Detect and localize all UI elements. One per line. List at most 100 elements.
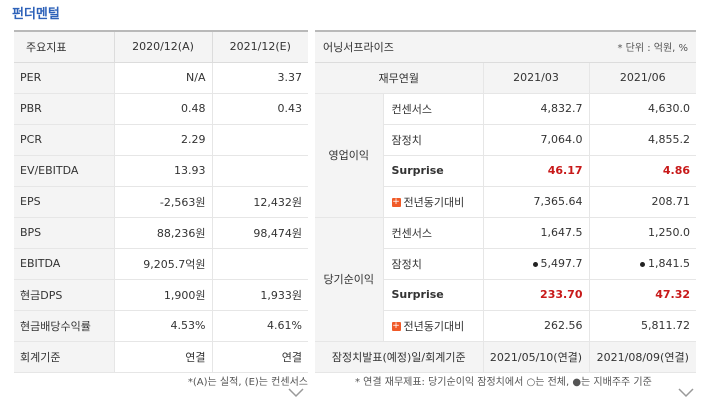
cell-value: 4,630.0 <box>588 93 697 125</box>
cell-value: 4,855.2 <box>588 124 697 156</box>
column-header-2020: 2020/12(A) <box>113 30 212 63</box>
announce-date-label: 잠정치발표(예정)일/회계기준 <box>315 341 483 373</box>
sub-header-2021-06: 2021/06 <box>588 62 697 94</box>
group-label-operating-profit: 영업이익 <box>315 93 384 218</box>
cell-value: 7,365.64 <box>482 186 589 218</box>
row-label: 컨센서스 <box>383 217 483 249</box>
chevron-down-icon[interactable] <box>288 388 304 398</box>
row-label: PBR <box>14 93 114 125</box>
cell-value: 4,832.7 <box>482 93 589 125</box>
section-title: 펀더멘털 <box>12 7 60 22</box>
cell-value: 5,497.7 <box>540 257 583 270</box>
cell-value <box>211 124 308 156</box>
filled-circle-icon <box>640 261 646 267</box>
table-row: PER N/A 3.37 <box>14 62 308 94</box>
row-label: EV/EBITDA <box>14 155 114 187</box>
row-label[interactable]: 전년동기대비 <box>403 195 465 209</box>
row-label: BPS <box>14 217 114 249</box>
row-label: 현금배당수익률 <box>14 310 114 342</box>
row-label: PER <box>14 62 114 94</box>
cell-value: 4.61% <box>211 310 308 342</box>
table-header-row: 주요지표 2020/12(A) 2021/12(E) <box>14 30 308 63</box>
fundamental-indicator-table: 주요지표 2020/12(A) 2021/12(E) PER N/A 3.37 PB… <box>14 30 308 373</box>
expand-plus-icon[interactable]: + <box>391 197 401 207</box>
row-label[interactable]: 전년동기대비 <box>403 319 465 333</box>
row-label-surprise: Surprise <box>383 279 483 311</box>
table-row: 영업이익 컨센서스 4,832.7 4,630.0 <box>315 93 697 218</box>
table-row: EBITDA 9,205.7억원 <box>14 248 308 280</box>
cell-value: 1,900원 <box>113 279 212 311</box>
surprise-value: 46.17 <box>482 155 589 187</box>
table-row: 잠정치 5,497.7 1,841.5 <box>315 248 697 280</box>
row-label: 컨센서스 <box>383 93 483 125</box>
sub-header-2021-03: 2021/03 <box>482 62 589 94</box>
cell-value: 12,432원 <box>211 186 308 218</box>
row-label: EBITDA <box>14 248 114 280</box>
cell-value: 4.53% <box>113 310 212 342</box>
cell-value: 262.56 <box>482 310 589 342</box>
table-row: BPS 88,236원 98,474원 <box>14 217 308 249</box>
expand-plus-icon[interactable]: + <box>391 321 401 331</box>
surprise-value: 233.70 <box>482 279 589 311</box>
cell-value: -2,563원 <box>113 186 212 218</box>
cell-value: 1,933원 <box>211 279 308 311</box>
cell-value: 7,064.0 <box>482 124 589 156</box>
cell-value: 1,250.0 <box>588 217 697 249</box>
table-row: + 전년동기대비 7,365.64 208.71 <box>315 186 697 218</box>
row-label: 현금DPS <box>14 279 114 311</box>
surprise-value: 47.32 <box>588 279 697 311</box>
table-row: 당기순이익 컨센서스 1,647.5 1,250.0 <box>315 217 697 342</box>
unit-label: * 단위 : 억원, % <box>483 30 697 63</box>
announce-date-value: 2021/08/09(연결) <box>588 341 697 373</box>
table-row: PCR 2.29 <box>14 124 308 156</box>
filled-circle-icon <box>532 261 538 267</box>
announce-date-value: 2021/05/10(연결) <box>482 341 589 373</box>
cell-value: 9,205.7억원 <box>113 248 212 280</box>
table-title: 어닝서프라이즈 <box>315 30 483 63</box>
column-header-indicator: 주요지표 <box>14 30 114 63</box>
cell-value-with-dot: 5,497.7 <box>482 248 589 280</box>
table-row: Surprise 46.17 4.86 <box>315 155 697 187</box>
sub-header-period: 재무연월 <box>315 62 483 94</box>
cell-value-with-dot: 1,841.5 <box>588 248 697 280</box>
table-row: EV/EBITDA 13.93 <box>14 155 308 187</box>
table-row: + 전년동기대비 262.56 5,811.72 <box>315 310 697 342</box>
row-label: PCR <box>14 124 114 156</box>
cell-value: 연결 <box>211 341 308 373</box>
row-label: 잠정치 <box>383 248 483 280</box>
table-row: 현금DPS 1,900원 1,933원 <box>14 279 308 311</box>
table-row: 현금배당수익률 4.53% 4.61% <box>14 310 308 342</box>
cell-value: 1,841.5 <box>648 257 691 270</box>
cell-value: 88,236원 <box>113 217 212 249</box>
cell-value: 0.43 <box>211 93 308 125</box>
row-label: 잠정치 <box>383 124 483 156</box>
cell-value: 0.48 <box>113 93 212 125</box>
row-label-surprise: Surprise <box>383 155 483 187</box>
cell-value: 98,474원 <box>211 217 308 249</box>
cell-value: 208.71 <box>588 186 697 218</box>
yoy-row-label: + 전년동기대비 <box>383 186 483 218</box>
cell-value: 1,647.5 <box>482 217 589 249</box>
cell-value: 연결 <box>113 341 212 373</box>
footnote-right: * 연결 재무제표: 당기순이익 잠정치에서 ○는 전체, ●는 지배주주 기준 <box>355 377 652 388</box>
table-row: PBR 0.48 0.43 <box>14 93 308 125</box>
column-header-2021: 2021/12(E) <box>211 30 308 63</box>
chevron-down-icon[interactable] <box>678 388 694 398</box>
table-row: Surprise 233.70 47.32 <box>315 279 697 311</box>
table-header-row: 어닝서프라이즈 * 단위 : 억원, % <box>315 30 697 63</box>
row-label: EPS <box>14 186 114 218</box>
table-row: EPS -2,563원 12,432원 <box>14 186 308 218</box>
sub-header-row: 재무연월 2021/03 2021/06 <box>315 62 697 94</box>
group-label-net-income: 당기순이익 <box>315 217 384 342</box>
footer-row: 잠정치발표(예정)일/회계기준 2021/05/10(연결) 2021/08/0… <box>315 341 697 373</box>
footnote-left: *(A)는 실적, (E)는 컨센서스 <box>187 377 308 388</box>
row-label: 회계기준 <box>14 341 114 373</box>
cell-value: 2.29 <box>113 124 212 156</box>
cell-value: N/A <box>113 62 212 94</box>
cell-value: 13.93 <box>113 155 212 187</box>
table-row: 잠정치 7,064.0 4,855.2 <box>315 124 697 156</box>
table-row: 회계기준 연결 연결 <box>14 341 308 373</box>
earnings-surprise-table: 어닝서프라이즈 * 단위 : 억원, % 재무연월 2021/03 2021/0… <box>315 30 697 373</box>
yoy-row-label: + 전년동기대비 <box>383 310 483 342</box>
cell-value <box>211 248 308 280</box>
